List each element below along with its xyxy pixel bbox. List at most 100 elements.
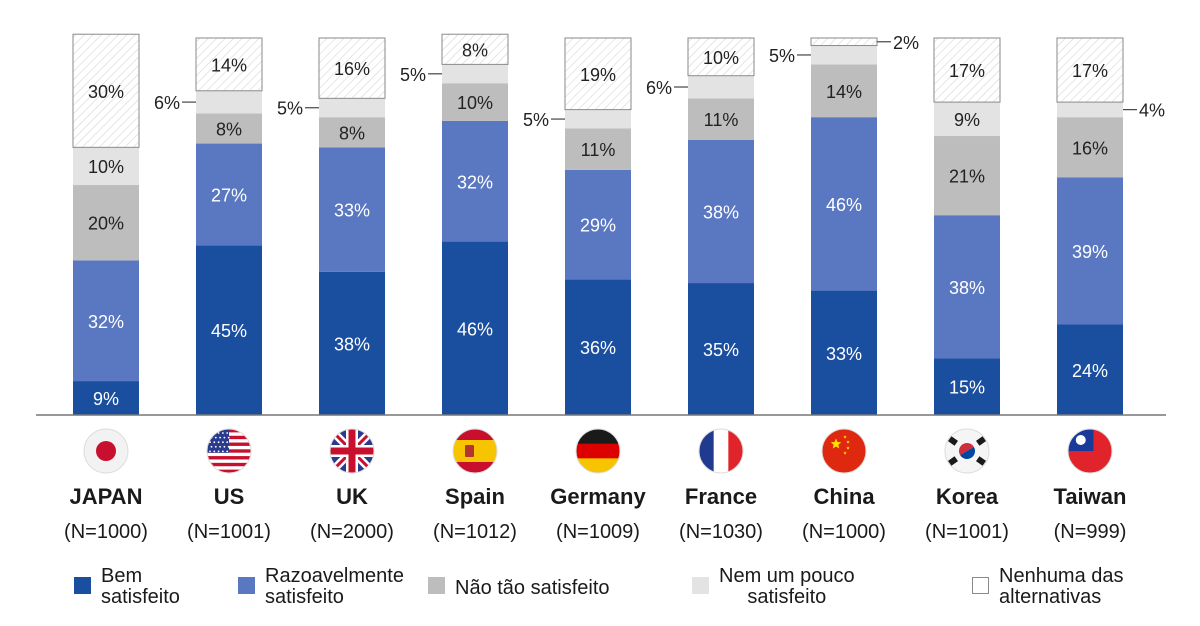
bar-segment-france-4	[687, 37, 755, 77]
bar-segment-spain-2	[442, 83, 508, 121]
flags-group	[83, 428, 1113, 474]
bar-segment-china-0	[811, 290, 877, 415]
category-label-spain: Spain	[445, 484, 505, 509]
data-label-japan-3: 10%	[88, 157, 124, 177]
data-label-spain-3: 5%	[400, 65, 426, 85]
bar-segment-taiwan-0	[1057, 324, 1123, 415]
data-label-china-1: 46%	[826, 195, 862, 215]
bar-segment-germany-3	[565, 109, 631, 129]
stacked-bar-chart: 9% 32% 20% 10% 30% 45% 27% 8% 6% 14% 38% 33% 8% 5% 16%…	[36, 33, 1166, 543]
category-label-japan: JAPAN	[70, 484, 143, 509]
legend-swatch-1	[238, 577, 255, 594]
legend-item-4: Nenhuma das alternativas	[972, 566, 1124, 608]
bar-segment-taiwan-3	[1057, 102, 1123, 118]
legend-item-2: Não tão satisfeito	[428, 566, 610, 599]
data-label-china-3: 5%	[769, 46, 795, 66]
bar-segment-us-3	[196, 90, 262, 114]
data-label-taiwan-0: 24%	[1072, 361, 1108, 381]
us-flag-icon	[206, 428, 252, 474]
japan-flag-icon	[83, 428, 129, 474]
bar-segment-us-1	[196, 143, 262, 246]
bar-segment-france-2	[688, 98, 754, 140]
sample-size-korea: (N=1001)	[925, 521, 1009, 543]
bar-segment-uk-1	[319, 147, 385, 272]
data-label-france-3: 6%	[646, 78, 672, 98]
bar-segment-uk-4	[318, 37, 386, 99]
bar-segment-japan-3	[73, 147, 139, 186]
data-label-china-4: 2%	[893, 33, 919, 53]
bar-segment-taiwan-2	[1057, 117, 1123, 178]
data-label-france-4: 10%	[703, 48, 739, 68]
bar-segment-us-0	[196, 245, 262, 415]
data-label-france-0: 35%	[703, 340, 739, 360]
data-label-us-0: 45%	[211, 321, 247, 341]
bar-segment-japan-0	[73, 381, 139, 415]
data-label-germany-0: 36%	[580, 338, 616, 358]
category-label-us: US	[214, 484, 245, 509]
bars-group	[72, 33, 1124, 415]
data-label-germany-3: 5%	[523, 110, 549, 130]
bar-segment-japan-2	[73, 185, 139, 261]
data-label-japan-0: 9%	[93, 389, 119, 409]
uk-flag-icon	[329, 428, 375, 474]
bar-segment-france-0	[688, 283, 754, 415]
data-label-uk-2: 8%	[339, 123, 365, 143]
category-labels-group: JAPAN (N=1000) US (N=1001) UK (N=2000) Spain (N…	[64, 484, 1126, 543]
germany-flag-icon	[575, 428, 621, 474]
legend: Bem satisfeito Razoavelmente satisfeito Nã…	[0, 562, 1200, 622]
sample-size-taiwan: (N=999)	[1054, 521, 1127, 543]
data-label-spain-2: 10%	[457, 93, 493, 113]
china-flag-icon	[821, 428, 867, 474]
bar-segment-spain-1	[442, 120, 508, 242]
bar-segment-uk-2	[319, 117, 385, 148]
data-label-japan-1: 32%	[88, 312, 124, 332]
sample-size-france: (N=1030)	[679, 521, 763, 543]
legend-item-1: Razoavelmente satisfeito	[238, 566, 404, 608]
bar-segment-germany-2	[565, 128, 631, 170]
data-label-france-1: 38%	[703, 202, 739, 222]
data-label-us-3: 6%	[154, 93, 180, 113]
bar-segment-china-1	[811, 117, 877, 291]
category-label-korea: Korea	[936, 484, 999, 509]
legend-label-0: Bem satisfeito	[101, 565, 180, 608]
sample-size-uk: (N=2000)	[310, 521, 394, 543]
bar-segment-korea-0	[934, 358, 1000, 415]
data-label-germany-1: 29%	[580, 216, 616, 236]
bar-segment-uk-3	[319, 98, 385, 118]
bar-segment-spain-3	[442, 64, 508, 84]
data-label-taiwan-3: 4%	[1139, 101, 1165, 121]
legend-label-4: Nenhuma das alternativas	[999, 565, 1124, 608]
bar-segment-japan-1	[73, 260, 139, 382]
bar-segment-france-3	[688, 75, 754, 99]
france-flag-icon	[698, 428, 744, 474]
data-label-germany-4: 19%	[580, 65, 616, 85]
sample-size-japan: (N=1000)	[64, 521, 148, 543]
sample-size-germany: (N=1009)	[556, 521, 640, 543]
bar-segment-taiwan-4	[1056, 37, 1124, 103]
data-label-taiwan-2: 16%	[1072, 138, 1108, 158]
segment-labels-group: 9% 32% 20% 10% 30% 45% 27% 8% 6% 14% 38% 33% 8% 5% 16%…	[88, 33, 1165, 409]
bar-segment-spain-4	[441, 33, 509, 65]
bar-segment-us-2	[196, 113, 262, 144]
data-label-korea-3: 9%	[954, 110, 980, 130]
legend-label-3: Nem um pouco satisfeito	[719, 565, 855, 608]
data-label-us-2: 8%	[216, 119, 242, 139]
bar-segment-china-3	[811, 45, 877, 65]
data-label-uk-1: 33%	[334, 201, 370, 221]
category-label-china: China	[813, 484, 875, 509]
data-label-france-2: 11%	[704, 110, 739, 130]
bar-segment-france-1	[688, 139, 754, 284]
data-label-china-0: 33%	[826, 344, 862, 364]
sample-size-china: (N=1000)	[802, 521, 886, 543]
category-label-france: France	[685, 484, 757, 509]
data-label-us-1: 27%	[211, 185, 247, 205]
korea-flag-icon	[944, 428, 990, 474]
bar-segment-germany-4	[564, 37, 632, 111]
data-label-japan-2: 20%	[88, 214, 124, 234]
legend-label-1: Razoavelmente satisfeito	[265, 565, 404, 608]
bar-segment-germany-1	[565, 169, 631, 280]
data-label-japan-4: 30%	[88, 82, 124, 102]
data-label-korea-2: 21%	[949, 167, 985, 187]
taiwan-flag-icon	[1067, 428, 1113, 474]
data-label-uk-4: 16%	[334, 59, 370, 79]
